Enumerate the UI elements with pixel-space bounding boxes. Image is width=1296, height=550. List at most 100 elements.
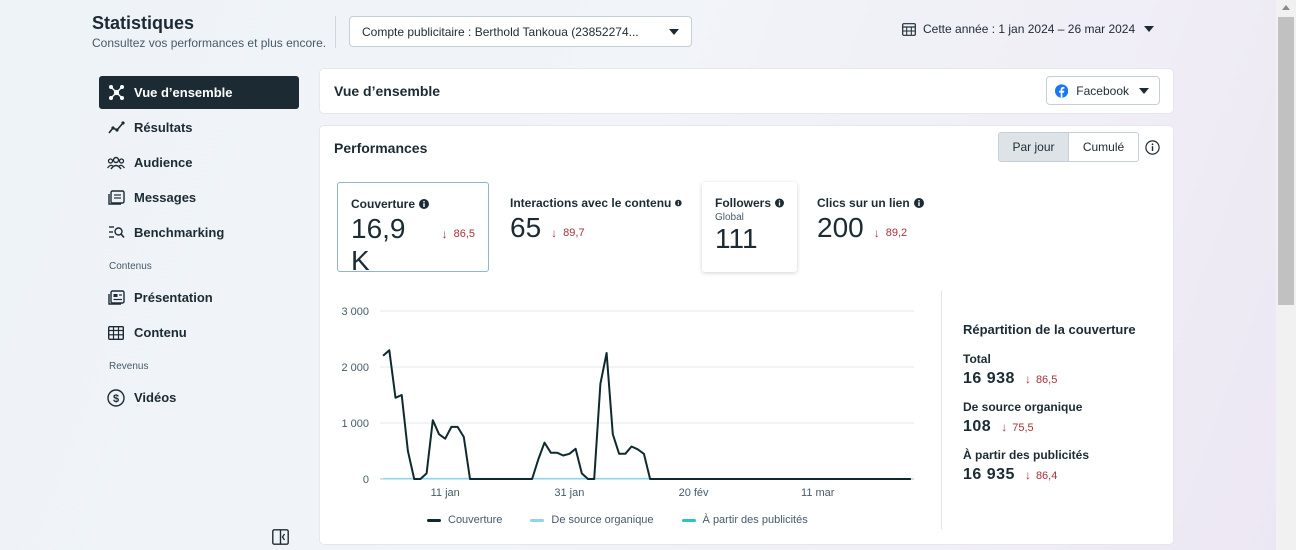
overview-icon <box>107 84 125 102</box>
metric-value: 200 <box>817 212 864 243</box>
breakdown-value: 108 <box>963 418 992 435</box>
breakdown-delta-value: 86,5 <box>1035 374 1058 386</box>
arrow-down-icon: ↓ <box>441 227 448 241</box>
messages-icon <box>107 189 125 207</box>
legend-item-publicites[interactable]: À partir des publicités <box>681 514 808 526</box>
legend-swatch <box>681 518 696 522</box>
legend-item-organique[interactable]: De source organique <box>530 514 654 526</box>
metric-label: Clics sur un lien <box>817 196 929 210</box>
toggle-cumulative-button[interactable]: Cumulé <box>1082 140 1125 154</box>
chart-legend: Couverture De source organique À partir … <box>427 514 836 526</box>
breakdown-label: À partir des publicités <box>963 448 1090 462</box>
sidebar-item-label: Benchmarking <box>134 225 225 240</box>
sidebar-item-presentation[interactable]: Présentation <box>99 281 299 314</box>
sidebar-nav: Vue d’ensemble Résultats Audience Messag… <box>99 76 299 416</box>
info-icon[interactable] <box>419 199 430 209</box>
overview-card: Vue d’ensemble Facebook <box>320 69 1173 113</box>
svg-text:$: $ <box>113 393 119 405</box>
collapse-sidebar-icon[interactable] <box>272 529 289 545</box>
results-icon <box>107 119 125 137</box>
info-icon[interactable] <box>913 198 924 208</box>
breakdown-value: 16 938 <box>963 370 1015 387</box>
sidebar-item-results[interactable]: Résultats <box>99 111 299 144</box>
sidebar-item-label: Vidéos <box>134 390 177 405</box>
chevron-down-icon <box>669 28 679 35</box>
metric-label: Couverture <box>351 197 475 211</box>
x-tick-label: 20 fév <box>679 487 709 499</box>
legend-label: Couverture <box>448 514 503 526</box>
info-icon[interactable] <box>775 198 784 208</box>
breakdown-title: Répartition de la couverture <box>963 322 1136 337</box>
page-subtitle: Consultez vos performances et plus encor… <box>92 36 327 50</box>
arrow-down-icon: ↓ <box>551 226 558 240</box>
legend-swatch <box>530 518 545 522</box>
sidebar-item-label: Résultats <box>134 120 193 135</box>
metric-delta-value: 89,7 <box>563 227 585 239</box>
scroll-up-icon[interactable] <box>1282 5 1290 10</box>
platform-select-label: Facebook <box>1076 83 1129 98</box>
dollar-icon: $ <box>107 388 125 407</box>
metric-label: Interactions avec le contenu <box>510 196 682 210</box>
breakdown-delta: ↓ 86,4 <box>1025 468 1057 482</box>
page-scrollbar[interactable] <box>1276 0 1296 550</box>
legend-label: À partir des publicités <box>702 514 808 526</box>
x-tick-label: 11 mar <box>801 487 835 499</box>
breakdown-ads: À partir des publicités 16 935 ↓ 86,4 <box>963 448 1163 484</box>
legend-swatch <box>427 518 441 522</box>
sidebar-item-audience[interactable]: Audience <box>99 146 299 179</box>
sidebar-section-revenue: Revenus <box>109 360 149 372</box>
arrow-down-icon: ↓ <box>873 226 880 240</box>
metric-clics[interactable]: Clics sur un lien 200 ↓ 89,2 <box>803 182 943 272</box>
panel-divider <box>941 291 942 529</box>
sidebar-item-content[interactable]: Contenu <box>99 316 299 349</box>
coverage-breakdown: Répartition de la couverture Total 16 93… <box>963 322 1163 496</box>
metric-interactions[interactable]: Interactions avec le contenu 65 ↓ 89,7 <box>496 182 696 272</box>
sidebar-item-label: Contenu <box>134 325 187 340</box>
account-select[interactable]: Compte publicitaire : Berthold Tankoua (… <box>349 16 692 47</box>
coverage-line-chart[interactable]: 3 000 2 000 1 000 0 11 jan 31 jan 20 fév 11 mar <box>320 291 930 541</box>
metric-followers[interactable]: Followers Global 111 <box>702 182 797 272</box>
benchmark-icon <box>107 224 125 242</box>
metric-label-text: Interactions avec le contenu <box>510 196 672 210</box>
info-icon[interactable] <box>1145 140 1160 155</box>
sidebar-item-label: Audience <box>134 155 193 170</box>
account-select-label: Compte publicitaire : Berthold Tankoua (… <box>362 24 639 39</box>
legend-item-couverture[interactable]: Couverture <box>427 514 502 526</box>
toggle-daily-button[interactable]: Par jour <box>999 133 1069 161</box>
platform-select[interactable]: Facebook <box>1046 76 1160 105</box>
legend-label: De source organique <box>551 514 654 526</box>
performance-card: Performances Par jour Cumulé Couverture … <box>320 126 1173 544</box>
breakdown-delta: ↓ 75,5 <box>1001 420 1033 434</box>
metric-delta: ↓ 89,7 <box>551 226 584 240</box>
audience-icon <box>107 154 125 172</box>
metric-label-text: Couverture <box>351 197 416 211</box>
chevron-down-icon <box>1144 26 1155 32</box>
series-line-couverture <box>382 349 911 480</box>
scrollbar-thumb[interactable] <box>1278 17 1294 305</box>
arrow-down-icon: ↓ <box>1001 420 1008 434</box>
date-range-label: Cette année : 1 jan 2024 – 26 mar 2024 <box>923 22 1136 36</box>
breakdown-label: De source organique <box>963 400 1083 414</box>
chevron-down-icon <box>1139 87 1149 94</box>
arrow-down-icon: ↓ <box>1024 372 1031 386</box>
sidebar-section-content: Contenus <box>109 260 152 272</box>
breakdown-organic: De source organique 108 ↓ 75,5 <box>963 400 1163 436</box>
performance-title: Performances <box>334 140 428 156</box>
calendar-icon <box>902 22 916 36</box>
breakdown-total: Total 16 938 ↓ 86,5 <box>963 352 1163 388</box>
info-icon[interactable] <box>675 198 682 208</box>
metric-label: Followers <box>715 196 784 210</box>
breakdown-delta-value: 86,4 <box>1035 470 1058 482</box>
breakdown-delta-value: 75,5 <box>1012 422 1034 434</box>
metric-sublabel: Global <box>715 212 744 223</box>
sidebar-item-overview[interactable]: Vue d’ensemble <box>99 76 299 109</box>
breakdown-delta: ↓ 86,5 <box>1025 372 1057 386</box>
x-tick-label: 11 jan <box>431 487 460 499</box>
metric-delta: ↓ 89,2 <box>874 226 907 240</box>
metric-value: 111 <box>715 223 758 254</box>
sidebar-item-benchmarking[interactable]: Benchmarking <box>99 216 299 249</box>
sidebar-item-messages[interactable]: Messages <box>99 181 299 214</box>
metric-couverture[interactable]: Couverture 16,9 K ↓ 86,5 <box>337 182 489 276</box>
date-range-select[interactable]: Cette année : 1 jan 2024 – 26 mar 2024 <box>902 22 1155 36</box>
sidebar-item-videos[interactable]: $ Vidéos <box>99 381 299 414</box>
